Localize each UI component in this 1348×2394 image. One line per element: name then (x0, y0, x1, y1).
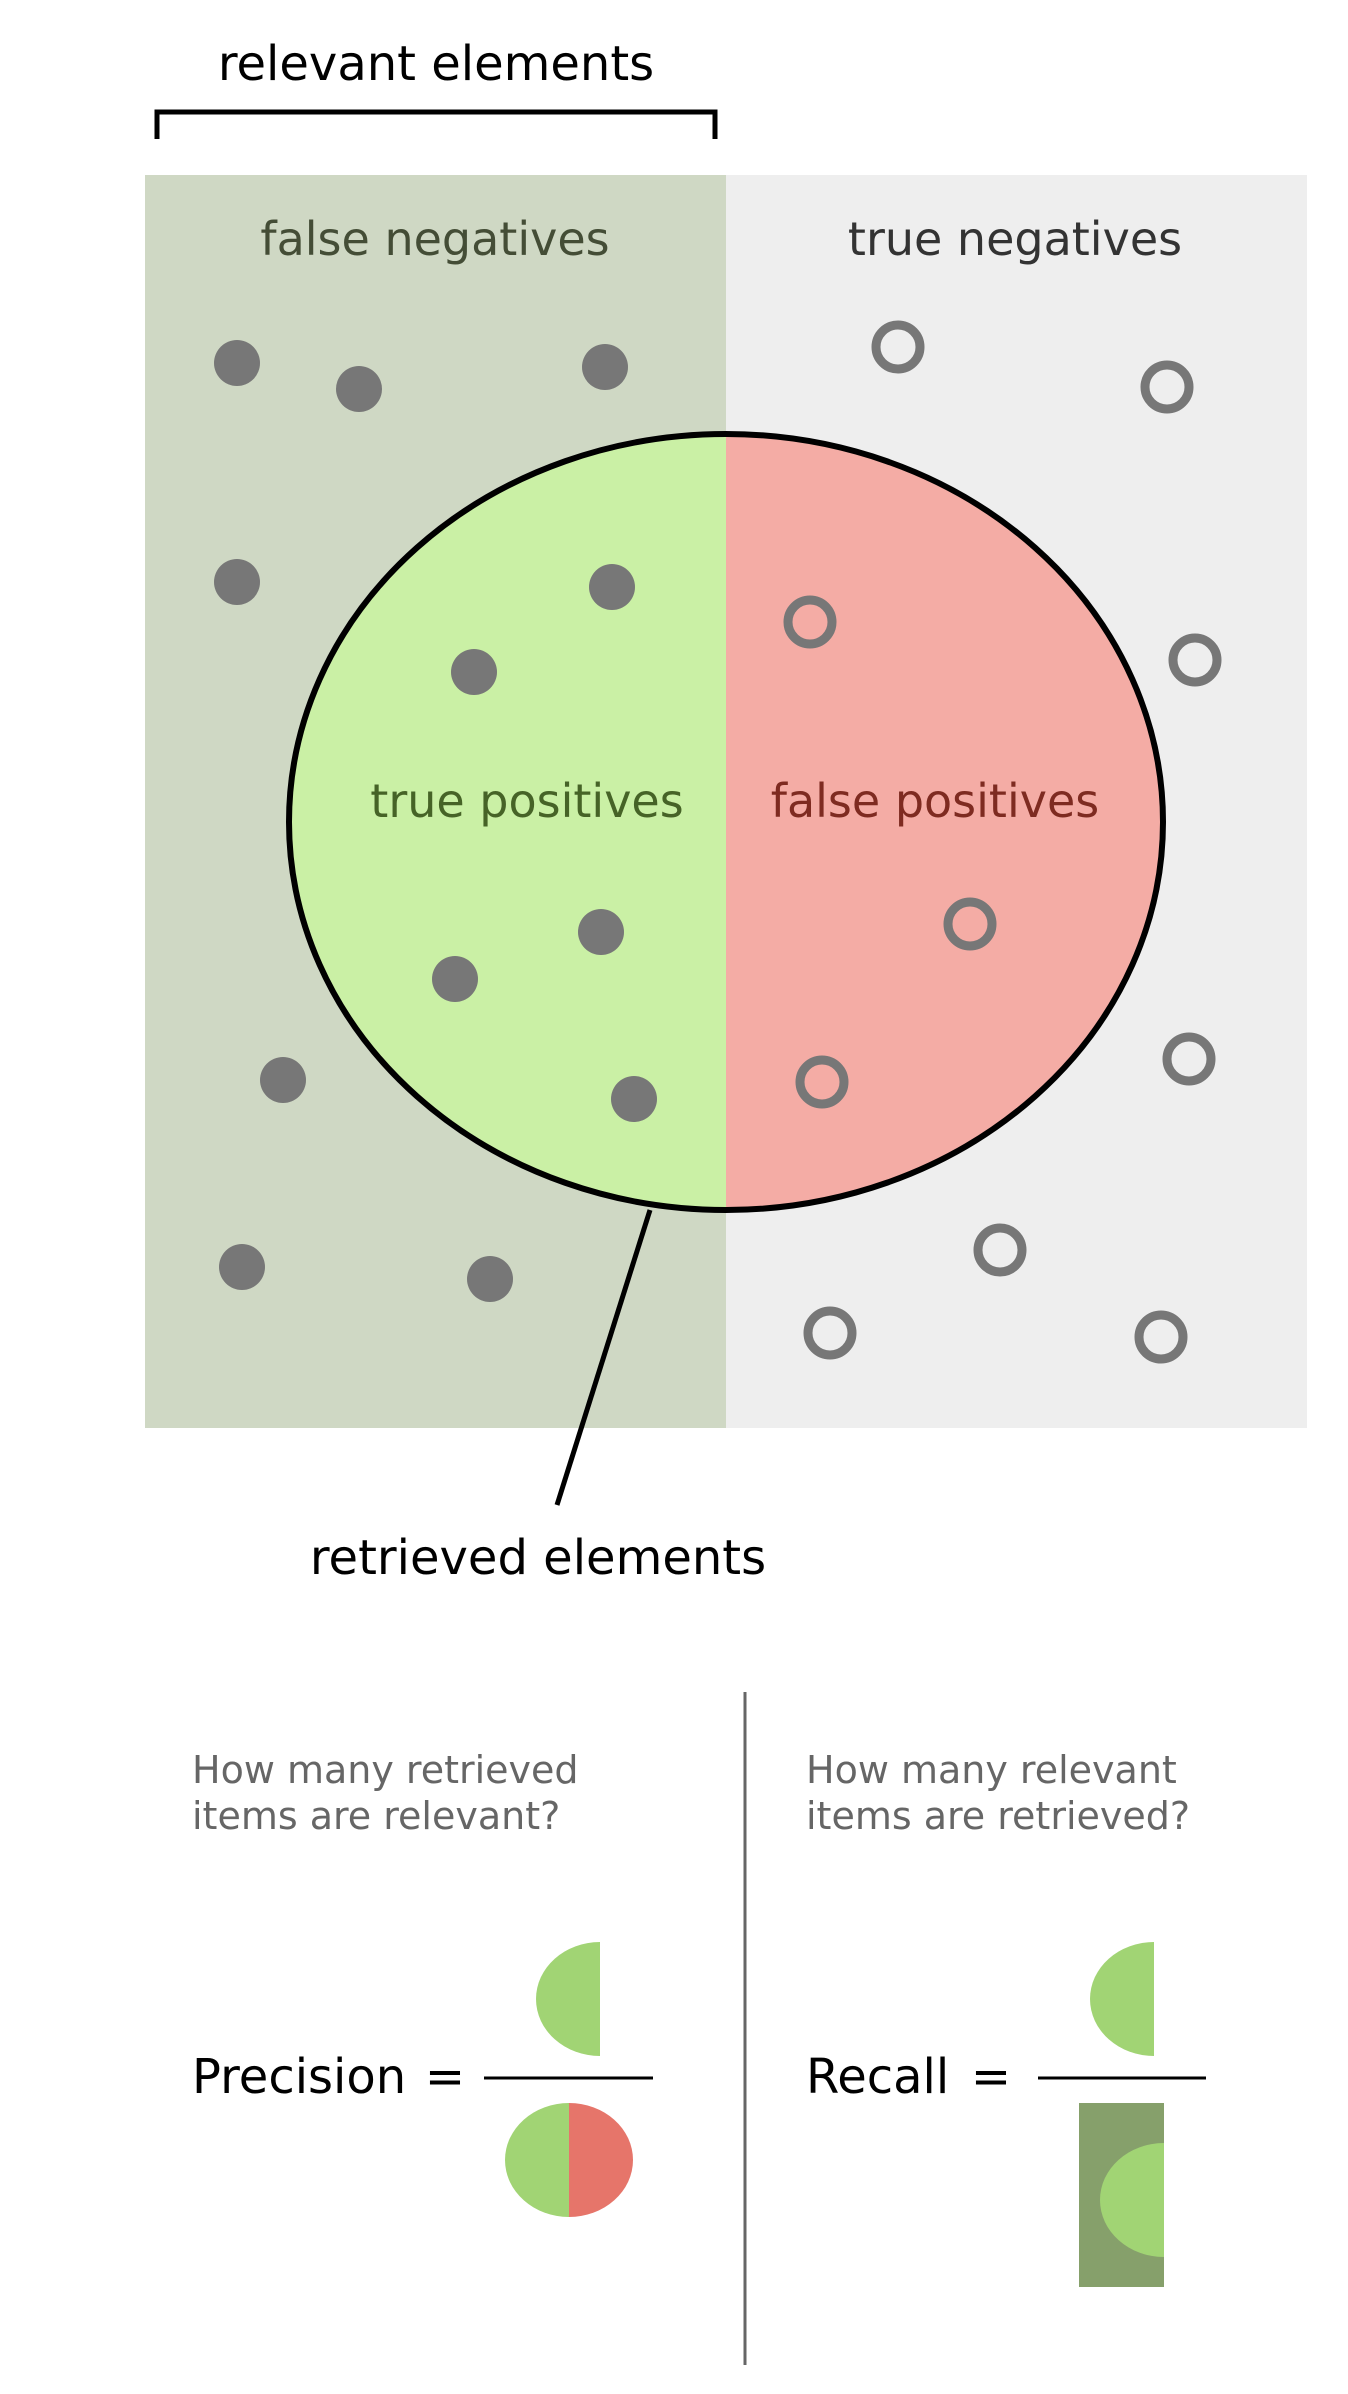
relevant-dot (432, 956, 478, 1002)
precision-label: Precision (192, 2049, 406, 2105)
relevant-dot (578, 909, 624, 955)
irrelevant-dot (1134, 1310, 1188, 1364)
relevant-dot (451, 649, 497, 695)
relevant-elements-label: relevant elements (218, 36, 654, 92)
precision-question-line1: How many retrieved (192, 1748, 579, 1792)
irrelevant-dots (783, 320, 1222, 1364)
irrelevant-dot (1140, 360, 1194, 414)
recall-denominator-tp-icon (1100, 2143, 1164, 2257)
relevant-dot (589, 564, 635, 610)
irrelevant-dot (973, 1223, 1027, 1277)
retrieved-elements-outline (286, 431, 1166, 1213)
precision-denominator-fp-icon (569, 2103, 633, 2217)
precision-numerator-tp-icon (536, 1942, 600, 2056)
recall-label: Recall (806, 2049, 949, 2105)
relevant-dot (219, 1244, 265, 1290)
retrieved-elements-label: retrieved elements (310, 1530, 766, 1586)
relevant-dot (611, 1076, 657, 1122)
precision-denominator-tp-icon (505, 2103, 569, 2217)
relevant-dot (582, 344, 628, 390)
irrelevant-dot (803, 1306, 857, 1360)
relevant-dot (467, 1256, 513, 1302)
true-positive-region (289, 434, 726, 1210)
false-negatives-label: false negatives (260, 212, 609, 266)
false-positives-label: false positives (771, 774, 1099, 828)
relevant-dot (214, 340, 260, 386)
recall-equals: = (971, 2049, 1011, 2105)
irrelevant-dot (1162, 1032, 1216, 1086)
true-negatives-label: true negatives (848, 212, 1182, 266)
relevant-dot (260, 1057, 306, 1103)
irrelevant-dot (1168, 633, 1222, 687)
precision-equals: = (425, 2049, 465, 2105)
irrelevant-dot (795, 1055, 849, 1109)
recall-numerator-tp-icon (1090, 1942, 1154, 2056)
precision-question-line2: items are relevant? (192, 1794, 560, 1838)
retrieved-pointer-line (554, 1209, 653, 1506)
irrelevant-dot (871, 320, 925, 374)
recall-question-line2: items are retrieved? (806, 1794, 1190, 1838)
irrelevant-dot (943, 897, 997, 951)
recall-question-line1: How many relevant (806, 1748, 1177, 1792)
relevant-dot (214, 559, 260, 605)
relevant-dot (336, 366, 382, 412)
true-positives-label: true positives (370, 774, 683, 828)
relevant-dots (214, 340, 657, 1302)
irrelevant-dot (783, 595, 837, 649)
relevant-bracket (154, 109, 718, 139)
